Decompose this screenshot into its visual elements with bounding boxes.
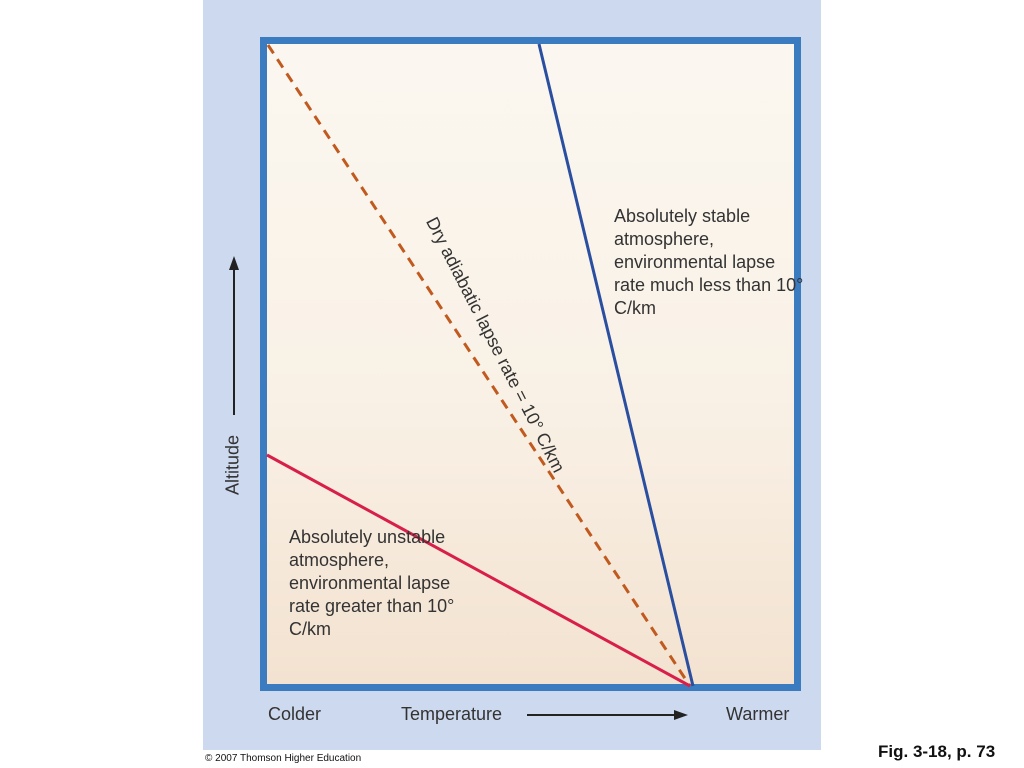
diagram-frame (260, 37, 801, 691)
copyright-text: © 2007 Thomson Higher Education (205, 753, 362, 764)
temperature-arrow (527, 710, 688, 720)
dry-adiabatic-line (266, 44, 692, 687)
warmer-label: Warmer (726, 704, 790, 724)
altitude-arrow (229, 256, 239, 415)
stable-line (537, 43, 695, 687)
figure-reference: Fig. 3-18, p. 73 (878, 742, 996, 761)
unstable-atmosphere-label: Absolutely unstable atmosphere, environm… (289, 527, 455, 639)
temperature-label: Temperature (401, 704, 503, 724)
unstable-line (266, 453, 691, 688)
altitude-label: Altitude (222, 434, 243, 496)
stable-atmosphere-label: Absolutely stable atmosphere, environmen… (614, 206, 804, 318)
colder-label: Colder (268, 704, 322, 724)
